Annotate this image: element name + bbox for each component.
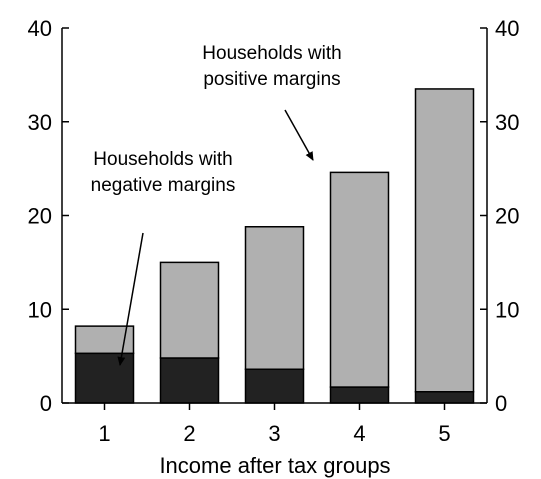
bar-lower-3 (244, 368, 305, 404)
y-tick-label-left-30: 30 (28, 110, 52, 135)
y-tick-label-right-30: 30 (495, 110, 519, 135)
y-tick-label-right-10: 10 (495, 297, 519, 322)
bar-upper-3 (244, 226, 305, 370)
bar-lower-1 (74, 352, 135, 404)
bar-upper-5 (414, 88, 475, 393)
annotation-negative-margins: Households with negative margins (91, 149, 236, 366)
bar-lower-2 (159, 357, 220, 404)
annotation-arrow (284, 109, 314, 161)
annotation-text-line: positive margins (203, 69, 340, 90)
annotation-text-line: negative margins (91, 175, 236, 196)
annotation-arrow (117, 232, 144, 366)
y-tick-label-left-40: 40 (28, 16, 52, 41)
x-axis-title: Income after tax groups (159, 453, 390, 478)
bar-upper-4 (329, 171, 390, 388)
y-tick-label-left-0: 0 (40, 391, 52, 416)
x-tick-label-2: 2 (183, 421, 195, 446)
x-tick-label-5: 5 (438, 421, 450, 446)
y-tick-label-right-0: 0 (495, 391, 507, 416)
x-tick-label-1: 1 (98, 421, 110, 446)
y-tick-label-right-20: 20 (495, 204, 519, 229)
annotation-positive-margins: Households with positive margins (202, 43, 342, 161)
y-tick-label-left-20: 20 (28, 204, 52, 229)
bar-lower-5 (414, 391, 475, 404)
bar-upper-2 (159, 261, 220, 359)
bar-lower-4 (329, 386, 390, 404)
x-tick-label-3: 3 (268, 421, 280, 446)
annotation-text-line: Households with (93, 149, 232, 170)
y-tick-label-right-40: 40 (495, 16, 519, 41)
x-tick-label-4: 4 (353, 421, 365, 446)
annotation-text-line: Households with (202, 43, 341, 64)
y-tick-label-left-10: 10 (28, 297, 52, 322)
